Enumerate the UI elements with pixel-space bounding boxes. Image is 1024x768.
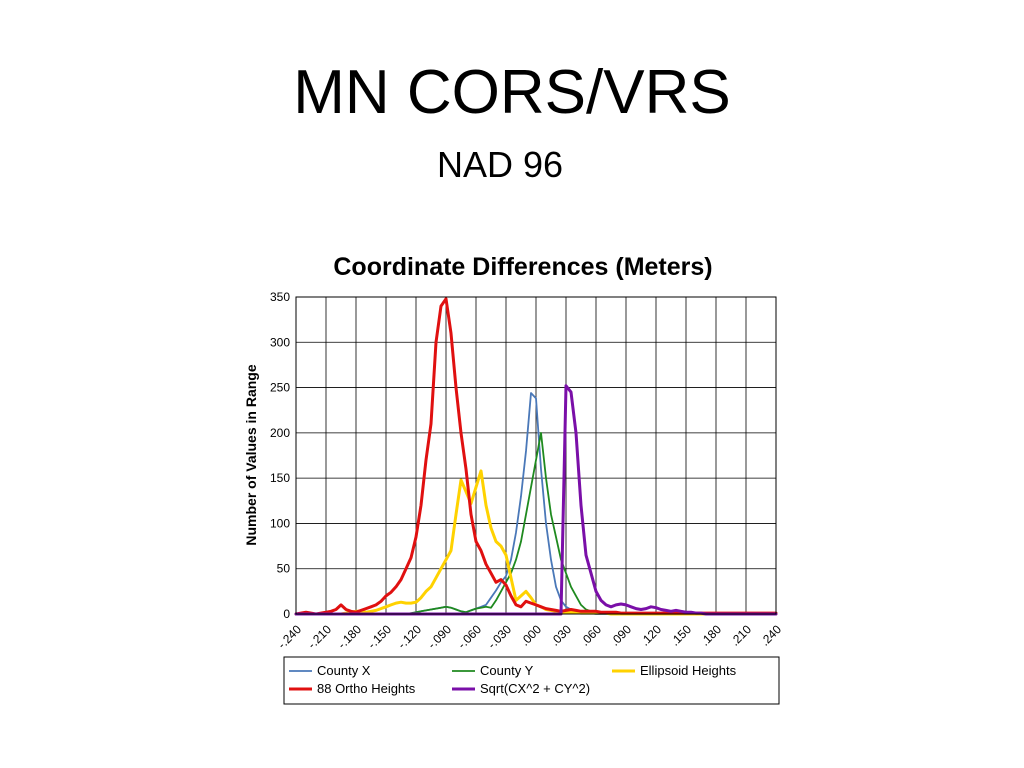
legend-label: Sqrt(CX^2 + CY^2) — [480, 681, 590, 696]
x-tick-label: .150 — [668, 622, 695, 649]
y-tick-label: 300 — [270, 335, 290, 349]
x-tick-label: .090 — [608, 622, 635, 649]
legend-box — [283, 656, 780, 705]
x-tick-label: -.210 — [305, 622, 334, 651]
x-tick-label: -.090 — [425, 622, 454, 651]
axis-ticks: 0 50 100 150 200 250 300 350 -.240 -.210 -.180 -.15… — [270, 290, 784, 651]
y-tick-label: 0 — [283, 607, 290, 621]
slide-title: MN CORS/VRS — [293, 58, 731, 127]
y-tick-label: 350 — [270, 290, 290, 304]
legend-label: County X — [317, 663, 371, 678]
x-tick-label: -.120 — [395, 622, 424, 651]
x-tick-label: .240 — [758, 622, 785, 649]
x-tick-label: .030 — [548, 622, 575, 649]
legend-label: County Y — [480, 663, 534, 678]
x-tick-label: -.030 — [485, 622, 514, 651]
y-tick-label: 150 — [270, 471, 290, 485]
plot-area-border — [295, 296, 777, 615]
slide-subtitle: NAD 96 — [436, 144, 564, 185]
y-tick-label: 100 — [270, 516, 290, 530]
legend-label: 88 Ortho Heights — [317, 681, 416, 696]
y-axis-label: Number of Values in Range — [243, 364, 259, 545]
y-tick-label: 250 — [270, 381, 290, 395]
x-tick-label: .060 — [578, 622, 605, 649]
y-tick-label: 50 — [277, 562, 291, 576]
y-tick-label: 200 — [270, 426, 290, 440]
x-tick-label: -.060 — [455, 622, 484, 651]
legend: County X County Y Ellipsoid Heights 88 Orth… — [283, 656, 780, 705]
chart-title: Coordinate Differences (Meters) — [333, 253, 712, 281]
x-tick-label: -.240 — [275, 622, 304, 651]
x-tick-label: .210 — [728, 622, 755, 649]
x-tick-label: .000 — [518, 622, 545, 649]
x-tick-label: .120 — [638, 622, 665, 649]
x-tick-label: -.180 — [335, 622, 364, 651]
legend-label: Ellipsoid Heights — [640, 663, 737, 678]
x-tick-label: .180 — [698, 622, 725, 649]
x-tick-label: -.150 — [365, 622, 394, 651]
